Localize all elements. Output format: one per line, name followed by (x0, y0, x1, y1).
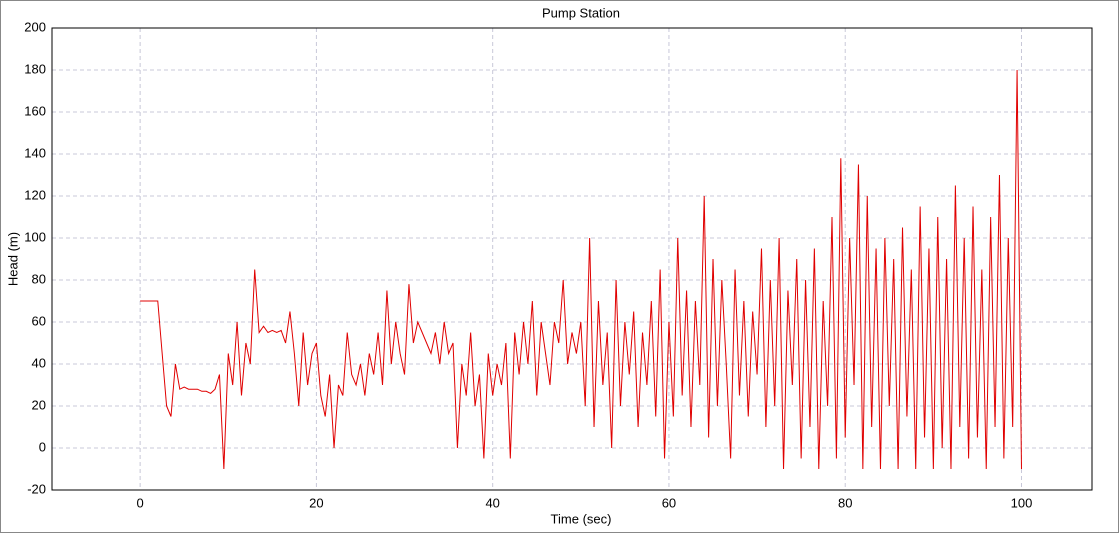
data-line (140, 69, 1022, 470)
y-tick-label: 200 (24, 19, 46, 34)
y-axis-label: Head (m) (5, 232, 20, 286)
y-tick-label: 140 (24, 145, 46, 160)
chart-title: Pump Station (542, 5, 620, 20)
x-tick-label: 60 (662, 495, 676, 510)
y-tick-label: 180 (24, 61, 46, 76)
y-tick-label: 160 (24, 103, 46, 118)
plot-area (51, 27, 1093, 491)
x-tick-label: 100 (1011, 495, 1033, 510)
x-tick-label: 80 (838, 495, 852, 510)
x-axis-label: Time (sec) (551, 511, 612, 526)
y-tick-label: 100 (24, 229, 46, 244)
x-tick-label: 20 (309, 495, 323, 510)
y-tick-label: 60 (32, 313, 46, 328)
y-tick-label: 80 (32, 271, 46, 286)
y-tick-label: 120 (24, 187, 46, 202)
y-tick-label: 40 (32, 355, 46, 370)
y-tick-label: -20 (27, 481, 46, 496)
x-tick-label: 0 (137, 495, 144, 510)
y-tick-label: 20 (32, 397, 46, 412)
x-tick-label: 40 (485, 495, 499, 510)
y-tick-label: 0 (39, 439, 46, 454)
